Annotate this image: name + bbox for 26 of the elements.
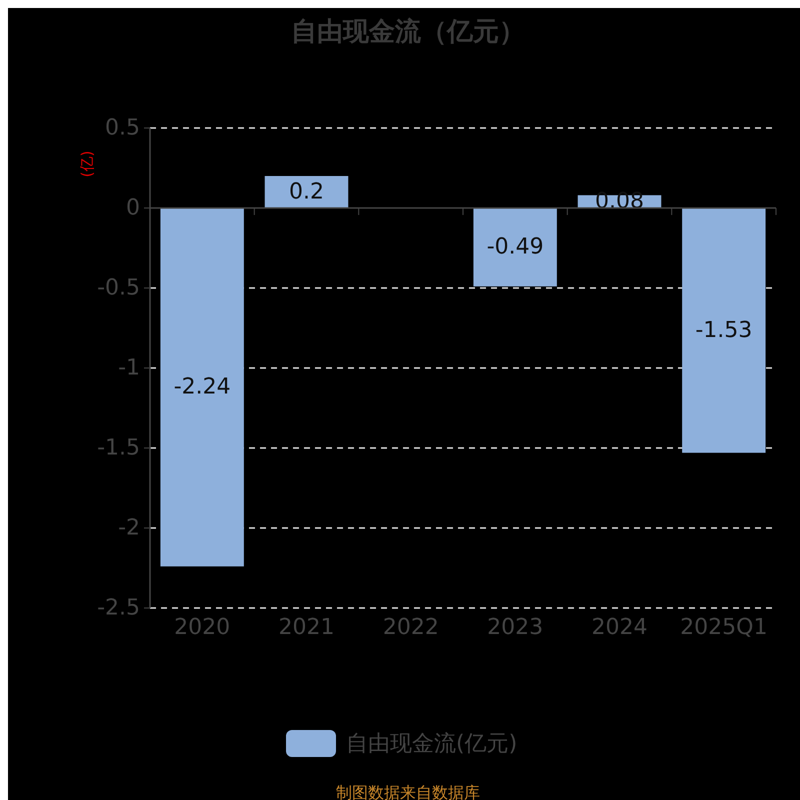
legend-label: 自由现金流(亿元) bbox=[346, 732, 518, 756]
data-label: -1.53 bbox=[695, 318, 752, 343]
x-tick-label: 2024 bbox=[592, 615, 648, 640]
data-label: -0.49 bbox=[486, 234, 544, 260]
data-label: 0.2 bbox=[289, 180, 324, 204]
x-tick-label: 2021 bbox=[278, 615, 334, 640]
data-label: -2.24 bbox=[174, 374, 231, 400]
bar bbox=[473, 208, 557, 286]
bar bbox=[160, 208, 244, 566]
bar bbox=[264, 176, 348, 208]
y-tick-label: 0.5 bbox=[105, 116, 140, 140]
y-tick-label: -1 bbox=[118, 356, 140, 380]
x-tick-label: 2022 bbox=[382, 615, 439, 640]
x-tick-label: 2025Q1 bbox=[680, 615, 768, 640]
x-tick-label: 2023 bbox=[487, 615, 544, 640]
y-axis-title: (亿) bbox=[78, 150, 96, 178]
y-tick-label: -2.5 bbox=[97, 596, 140, 620]
bar bbox=[682, 208, 766, 453]
chart-title: 自由现金流（亿元） bbox=[291, 17, 525, 47]
y-tick-label: -2 bbox=[118, 516, 140, 540]
text: 制图数据来自数据库 bbox=[336, 783, 480, 800]
y-tick-label: -0.5 bbox=[97, 276, 140, 300]
y-tick-label: -1.5 bbox=[97, 436, 140, 460]
x-tick-label: 2020 bbox=[174, 615, 230, 640]
y-tick-label: 0 bbox=[126, 196, 140, 220]
data-label: 0.08 bbox=[595, 189, 644, 214]
